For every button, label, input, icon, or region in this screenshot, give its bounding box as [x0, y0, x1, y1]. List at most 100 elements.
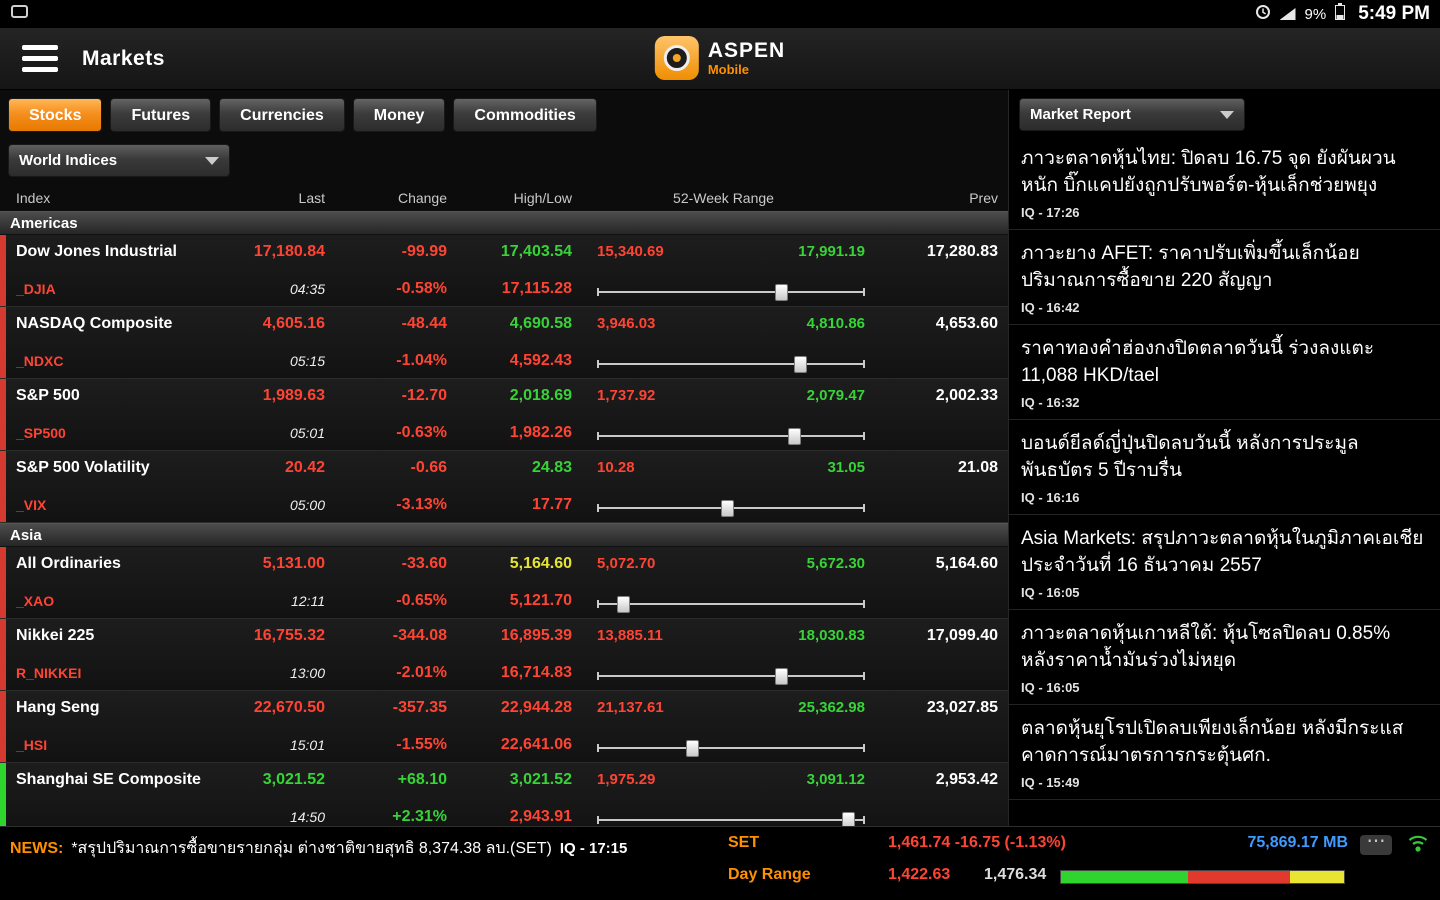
news-text: ภาวะยาง AFET: ราคาปรับเพิ่มขึ้นเล็กน้อย …	[1021, 243, 1360, 291]
bottom-bar: NEWS: *สรุปปริมาณการซื้อขายรายกลุ่ม ต่าง…	[0, 826, 1440, 900]
news-item[interactable]: ราคาทองคำฮ่องกงปิดตลาดวันนี้ ร่วงลงแตะ 1…	[1009, 325, 1440, 420]
news-text: บอนด์ยีลด์ญี่ปุ่นปิดลบวันนี้ หลังการประม…	[1021, 433, 1359, 481]
index-row[interactable]: S&P 500 Volatility _VIX 20.42 05:00 -0.6…	[0, 451, 1008, 523]
last-value: 3,021.52	[262, 771, 325, 788]
slider-handle[interactable]	[616, 596, 630, 613]
tab-money[interactable]: Money	[352, 98, 446, 132]
index-name: S&P 500 Volatility	[16, 459, 150, 476]
range-high-value: 5,672.30	[806, 555, 865, 572]
change-percent: -3.13%	[396, 496, 447, 513]
low-value: 17,115.28	[501, 280, 572, 297]
news-text: ภาวะตลาดหุ้นไทย: ปิดลบ 16.75 จุด ยังผันผ…	[1021, 148, 1396, 196]
news-ticker[interactable]: NEWS: *สรุปปริมาณการซื้อขายรายกลุ่ม ต่าง…	[10, 836, 627, 861]
news-item[interactable]: ภาวะยาง AFET: ราคาปรับเพิ่มขึ้นเล็กน้อย …	[1009, 230, 1440, 325]
quote-time: 05:15	[289, 353, 325, 369]
logo-subtitle: Mobile	[707, 61, 749, 77]
range-low-value: 5,072.70	[597, 555, 656, 572]
range-high-value: 18,030.83	[798, 627, 865, 644]
quote-time: 04:35	[289, 281, 325, 297]
slider-handle[interactable]	[721, 500, 735, 517]
column-header-highlow: High/Low	[513, 190, 572, 206]
news-item[interactable]: บอนด์ยีลด์ญี่ปุ่นปิดลบวันนี้ หลังการประม…	[1009, 420, 1440, 515]
news-item[interactable]: ภาวะตลาดหุ้นเกาหลีใต้: หุ้นโซลปิดลบ 0.85…	[1009, 610, 1440, 705]
slider-track	[597, 744, 865, 752]
change-value: -48.44	[401, 315, 447, 332]
last-value: 16,755.32	[253, 627, 325, 644]
gauge-segment	[1061, 871, 1189, 883]
tab-commodities[interactable]: Commodities	[453, 98, 597, 132]
low-value: 4,592.43	[509, 352, 572, 369]
index-row[interactable]: Dow Jones Industrial _DJIA 17,180.84 04:…	[0, 235, 1008, 307]
news-item[interactable]: Asia Markets: สรุปภาวะตลาดหุ้นในภูมิภาคเ…	[1009, 515, 1440, 610]
range-high-value: 4,810.86	[806, 315, 865, 332]
range-slider	[597, 282, 865, 303]
change-percent: +2.31%	[392, 808, 447, 825]
direction-bar	[0, 307, 6, 378]
day-range-gauge	[1060, 870, 1345, 884]
direction-bar	[0, 619, 6, 690]
slider-handle[interactable]	[788, 428, 802, 445]
range-slider	[597, 354, 865, 375]
news-item[interactable]: ภาวะตลาดหุ้นไทย: ปิดลบ 16.75 จุด ยังผันผ…	[1009, 135, 1440, 230]
day-high-value: 1,476.34	[984, 866, 1047, 883]
status-bar: 9% 5:49 PM	[0, 0, 1440, 28]
range-slider	[597, 666, 865, 687]
slider-handle[interactable]	[686, 740, 700, 757]
high-value: 16,895.39	[500, 627, 572, 644]
prev-value: 2,002.33	[935, 387, 998, 404]
index-row[interactable]: S&P 500 _SP500 1,989.63 05:01 -12.70 -0.…	[0, 379, 1008, 451]
more-options-button[interactable]: ⋯	[1360, 832, 1392, 855]
index-name: Hang Seng	[16, 699, 100, 716]
set-value: 1,461.74 -16.75 (-1.13%)	[888, 834, 1066, 851]
slider-handle[interactable]	[774, 668, 788, 685]
index-row[interactable]: Nikkei 225 R_NIKKEI 16,755.32 13:00 -344…	[0, 619, 1008, 691]
low-value: 5,121.70	[509, 592, 572, 609]
index-row[interactable]: NASDAQ Composite _NDXC 4,605.16 05:15 -4…	[0, 307, 1008, 379]
change-value: -357.35	[392, 699, 447, 716]
change-value: -0.66	[410, 459, 447, 476]
index-symbol: _VIX	[16, 497, 47, 513]
range-low-value: 1,737.92	[597, 387, 656, 404]
market-report-dropdown[interactable]: Market Report	[1019, 98, 1245, 131]
index-symbol: _SP500	[16, 425, 66, 441]
chevron-down-icon	[1220, 110, 1234, 119]
index-name: S&P 500	[16, 387, 80, 404]
high-value: 5,164.60	[509, 555, 572, 572]
direction-bar	[0, 235, 6, 306]
change-value: -12.70	[401, 387, 447, 404]
low-value: 17.77	[531, 496, 572, 513]
page-title: Markets	[82, 46, 165, 70]
range-low-value: 21,137.61	[597, 699, 664, 716]
news-item[interactable]: ตลาดหุ้นยุโรปเปิดลบเพียงเล็กน้อย หลังมีก…	[1009, 705, 1440, 800]
index-row[interactable]: All Ordinaries _XAO 5,131.00 12:11 -33.6…	[0, 547, 1008, 619]
table-column-headers: Index Last Change High/Low 52-Week Range…	[0, 185, 1008, 211]
direction-bar	[0, 379, 6, 450]
news-list: ภาวะตลาดหุ้นไทย: ปิดลบ 16.75 จุด ยังผันผ…	[1009, 135, 1440, 826]
market-summary: SET 1,461.74 -16.75 (-1.13%) 75,869.17 M…	[720, 827, 1440, 900]
prev-value: 17,099.40	[926, 627, 998, 644]
section-header: Asia	[0, 523, 1008, 547]
slider-handle[interactable]	[793, 356, 807, 373]
news-ticker-time: IQ - 17:15	[559, 840, 628, 857]
world-indices-dropdown[interactable]: World Indices	[8, 144, 230, 177]
slider-handle[interactable]	[774, 284, 788, 301]
tab-futures[interactable]: Futures	[110, 98, 212, 132]
day-low-value: 1,422.63	[888, 866, 951, 883]
slider-track	[597, 288, 865, 296]
indices-pane: Stocks Futures Currencies Money Commodities …	[0, 90, 1008, 826]
index-row[interactable]: Shanghai SE Composite 3,021.52 14:50 +68…	[0, 763, 1008, 826]
range-high-value: 25,362.98	[798, 699, 865, 716]
direction-bar	[0, 547, 6, 618]
menu-button[interactable]	[22, 45, 58, 72]
slider-track	[597, 432, 865, 440]
column-header-index: Index	[16, 190, 51, 206]
index-symbol: _XAO	[16, 593, 55, 609]
column-header-last: Last	[298, 190, 325, 206]
index-row[interactable]: Hang Seng _HSI 22,670.50 15:01 -357.35 -…	[0, 691, 1008, 763]
tab-currencies[interactable]: Currencies	[219, 98, 345, 132]
alarm-icon	[1255, 4, 1271, 25]
slider-handle[interactable]	[841, 812, 855, 826]
index-symbol: _DJIA	[16, 281, 56, 297]
range-low-value: 1,975.29	[597, 771, 656, 788]
tab-stocks[interactable]: Stocks	[8, 98, 103, 132]
